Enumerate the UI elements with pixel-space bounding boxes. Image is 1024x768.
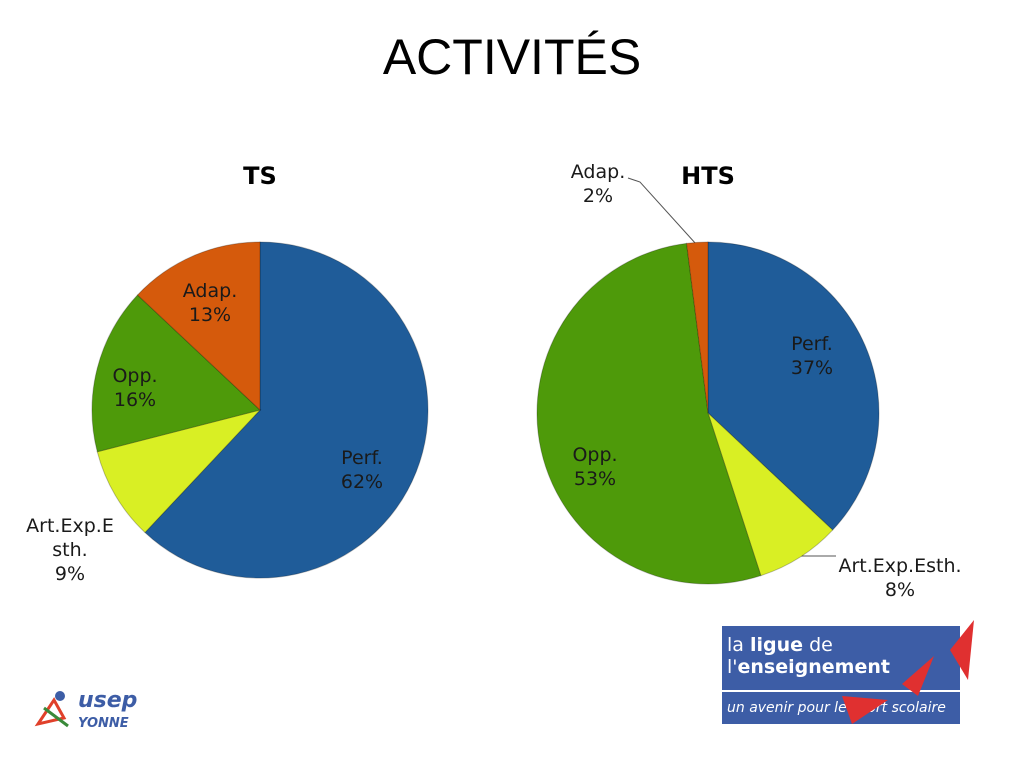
- pie-slice: [91, 294, 262, 453]
- logo-text: enseignement: [737, 656, 890, 678]
- logo-text: ligue: [749, 634, 804, 656]
- slice-value: 16%: [113, 389, 157, 411]
- slice-label: Art.Exp.Esth. 8%: [830, 554, 970, 602]
- slice-label: Art.Exp.Esth. 9%: [25, 514, 115, 586]
- pie-slice: [536, 242, 762, 585]
- pie-slice: [686, 241, 709, 414]
- pie-slice: [136, 241, 261, 412]
- slice-value: 37%: [790, 357, 834, 379]
- logo-arrows: [842, 620, 974, 724]
- leader-line: [627, 177, 697, 245]
- ligue-logo: la ligue de l'enseignement un avenir pou…: [722, 620, 974, 724]
- slice-category: Adap.: [570, 161, 626, 183]
- slice-label: Perf. 37%: [767, 332, 857, 380]
- slice-category: Art.Exp.Esth.: [838, 555, 962, 577]
- slice-value: 8%: [884, 579, 916, 601]
- slice-category: Art.Exp.Esth.: [26, 515, 114, 561]
- slice-value: 2%: [582, 185, 614, 207]
- slice-value: 53%: [573, 468, 617, 490]
- slice-label: Opp. 53%: [550, 443, 640, 491]
- slice-label: Adap. 13%: [165, 279, 255, 327]
- slice-category: Opp.: [572, 444, 618, 466]
- logo-text: de: [809, 634, 833, 656]
- pie-title: TS: [243, 162, 277, 190]
- usep-logo: usep YONNE: [34, 688, 144, 738]
- logo-text: usep: [78, 688, 138, 713]
- pie-slice: [96, 409, 262, 534]
- pie-slice: [144, 241, 429, 579]
- slice-value: 9%: [54, 563, 86, 585]
- slice-category: Adap.: [182, 280, 238, 302]
- logo-text: YONNE: [78, 716, 129, 731]
- pie-title: HTS: [681, 162, 735, 190]
- slice-value: 13%: [188, 304, 232, 326]
- pie-slice: [707, 412, 834, 577]
- slice-category: Perf.: [791, 333, 833, 355]
- logo-text: l': [727, 656, 738, 678]
- usep-icon: [34, 691, 69, 728]
- slice-category: Opp.: [112, 365, 158, 387]
- slice-label: Perf. 62%: [312, 446, 412, 494]
- slice-category: Perf.: [341, 447, 383, 469]
- logo-tagline: un avenir pour le sport scolaire: [727, 700, 946, 716]
- slice-label: Adap. 2%: [553, 160, 643, 208]
- slide-title: ACTIVITÉS: [382, 29, 642, 85]
- logo-text: la: [727, 634, 744, 656]
- slice-label: Opp. 16%: [95, 364, 175, 412]
- pie-slice: [707, 241, 880, 531]
- slice-value: 62%: [340, 471, 384, 493]
